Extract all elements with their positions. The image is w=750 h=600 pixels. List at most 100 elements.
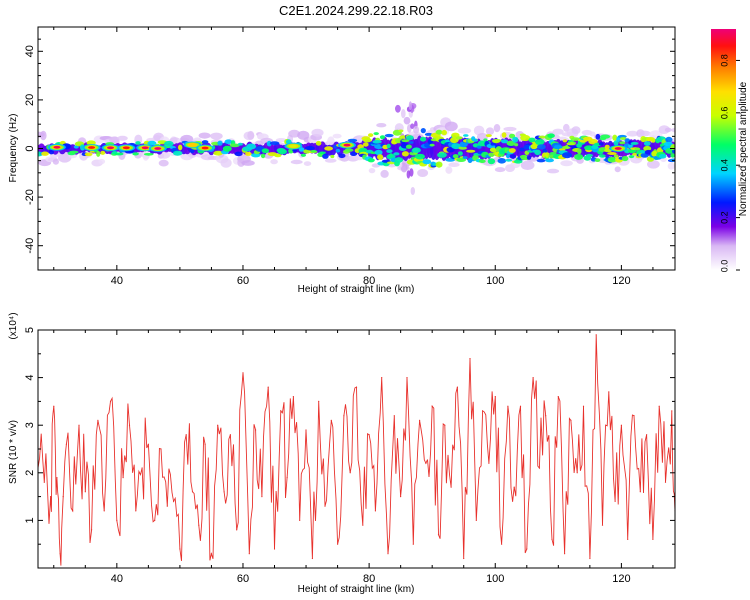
spectrogram-core-cell	[437, 152, 447, 158]
snr-multiplier: (x10⁴)	[8, 312, 19, 339]
snr-point	[582, 405, 585, 407]
spectrogram-halo-cell	[108, 136, 119, 143]
spectrogram-core-cell	[599, 137, 607, 141]
spectrogram-halo-cell	[380, 169, 389, 178]
spectrogram-halo-cell	[247, 130, 255, 140]
spectrogram-core-cell	[538, 135, 546, 139]
snr-point	[286, 477, 288, 479]
spectrogram-x-ticks: 40 60 80 100 120	[53, 27, 654, 287]
snr-x-tick-label: 120	[612, 573, 630, 585]
spectrogram-core-cell	[466, 149, 476, 153]
spectrogram-core-cell	[224, 139, 233, 144]
spectrogram-halo-cell	[142, 151, 150, 161]
spectrogram-halo-cell	[503, 126, 517, 132]
spectrogram-core-cell	[189, 148, 195, 154]
snr-point	[198, 524, 200, 526]
spectrogram-core-cell	[452, 154, 459, 159]
snr-point	[557, 396, 559, 398]
spectrogram-halo-cell	[639, 130, 651, 137]
snr-y-tick-label: 5	[24, 327, 36, 333]
figure-title: C2E1.2024.299.22.18.R03	[279, 3, 433, 18]
spectrogram-core-cell	[577, 148, 582, 155]
spectrogram-halo-cell	[552, 128, 564, 135]
snr-point	[393, 415, 395, 417]
spectrogram-core-cell	[458, 146, 468, 150]
spectrogram-halo-cell	[257, 133, 265, 140]
spectrogram-core-cell	[143, 152, 154, 156]
snr-point	[337, 543, 339, 545]
spectrogram-halo-cell	[332, 133, 342, 139]
snr-point	[236, 529, 238, 531]
snr-y-ticks: 1 2 3 4 5	[24, 327, 675, 545]
snr-point	[330, 419, 332, 421]
snr-point	[204, 443, 206, 445]
spectrogram-spike-cell	[400, 162, 408, 173]
spectrogram-core-cell	[411, 147, 421, 153]
spectrogram-core-cell	[612, 134, 618, 141]
snr-point	[324, 505, 326, 507]
snr-point	[526, 548, 528, 550]
spectrogram-core-cell	[473, 138, 478, 142]
spectrogram-halo-cell	[376, 123, 387, 128]
spectrogram-core-cell	[201, 140, 209, 144]
snr-point	[65, 443, 67, 445]
spectrogram-core-cell	[643, 145, 652, 152]
spectrogram-core-cell	[514, 143, 519, 147]
snr-point	[59, 553, 61, 555]
spectrogram-halo-cell	[485, 127, 495, 135]
snr-x-tick-label: 100	[486, 573, 504, 585]
spectrogram-core-cell	[362, 138, 372, 143]
spectrogram-spike-cell	[401, 109, 406, 119]
snr-x-ticks: 40 60 80 100 120	[53, 330, 654, 585]
spectrogram-y-ticks: -40 -20 0 20 40	[24, 38, 675, 259]
spectrogram-halo-cell	[311, 128, 324, 137]
snr-point	[229, 434, 231, 436]
spectrogram-core-cell	[599, 154, 606, 158]
snr-point	[475, 519, 477, 522]
snr-point	[488, 462, 490, 464]
spectrogram-core-cell	[588, 138, 598, 145]
spectrogram-core-cell	[277, 149, 287, 155]
snr-point	[412, 543, 414, 545]
spectrogram-core-cell	[574, 153, 584, 160]
spectrogram-core-cell	[519, 147, 525, 152]
spectrogram-core-cell	[114, 152, 124, 156]
spectrogram-core-cell	[463, 134, 469, 137]
spectrogram-core-cell	[393, 152, 400, 156]
spectrogram-halo-cell	[445, 166, 453, 174]
snr-point	[576, 472, 578, 474]
spectrogram-core-cell	[164, 140, 174, 147]
colorbar-tick-label: 0.0	[719, 260, 729, 273]
spectrogram-core-cell	[178, 144, 183, 151]
spectrogram-core-cell	[640, 150, 647, 154]
snr-point	[97, 419, 99, 421]
spectrogram-core-cell	[489, 147, 497, 153]
snr-point	[595, 334, 597, 336]
snr-point	[273, 548, 276, 550]
snr-point	[56, 477, 58, 479]
spectrogram-halo-cell	[288, 129, 301, 138]
snr-point	[261, 496, 263, 498]
spectrogram-core-cell	[368, 133, 374, 138]
spectrogram-core-cell	[508, 148, 516, 153]
spectrogram-y-tick-label: 20	[24, 94, 36, 106]
spectrogram-core-cell	[303, 149, 311, 154]
snr-point	[601, 524, 604, 526]
spectrogram-core-cell	[260, 153, 266, 159]
spectrogram-y-tick-label: -40	[24, 238, 36, 254]
snr-x-tick-label: 60	[237, 573, 249, 585]
spectrogram-core-cell	[594, 158, 601, 163]
spectrogram-hotspot	[289, 144, 297, 148]
spectrogram-core-cell	[386, 149, 393, 154]
spectrogram-core-cell	[379, 135, 386, 140]
spectrogram-hotspot	[88, 146, 96, 149]
spectrogram-core-cell	[135, 141, 141, 145]
spectrogram-y-tick-label: 40	[24, 45, 36, 57]
spectrogram-core-cell	[406, 135, 414, 141]
spectrogram-core-cell	[405, 144, 412, 149]
spectrogram-core-cell	[377, 154, 384, 161]
snr-point	[469, 358, 471, 360]
spectrogram-core-cell	[451, 143, 461, 150]
snr-point	[400, 496, 402, 498]
